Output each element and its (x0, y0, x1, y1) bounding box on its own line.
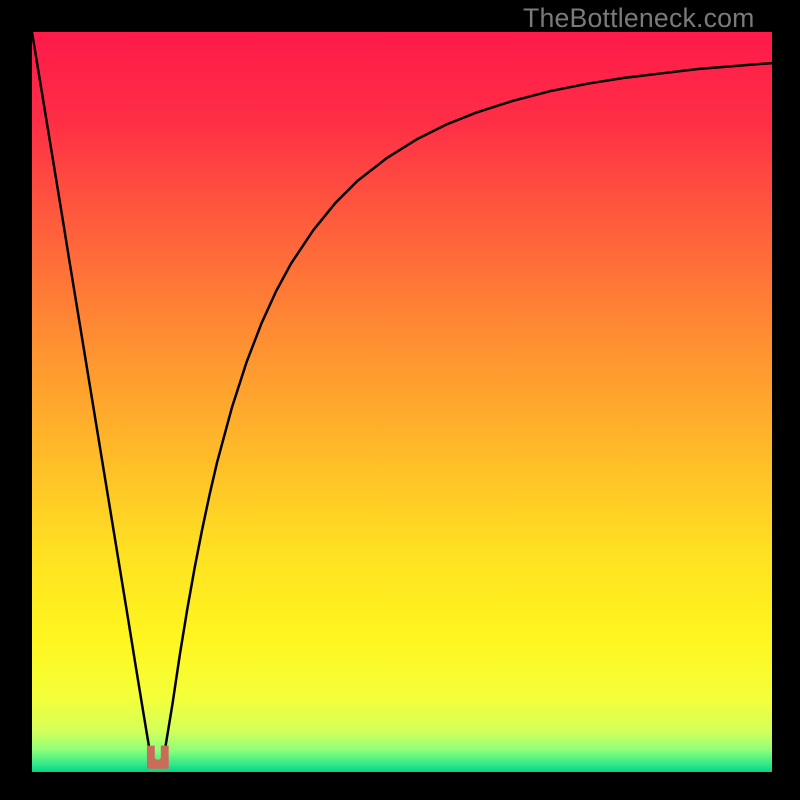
chart-stage: TheBottleneck.com (0, 0, 800, 800)
gradient-background (32, 32, 772, 772)
watermark-text: TheBottleneck.com (523, 3, 755, 34)
bottleneck-curve-chart (32, 32, 772, 772)
plot-area (32, 32, 772, 772)
